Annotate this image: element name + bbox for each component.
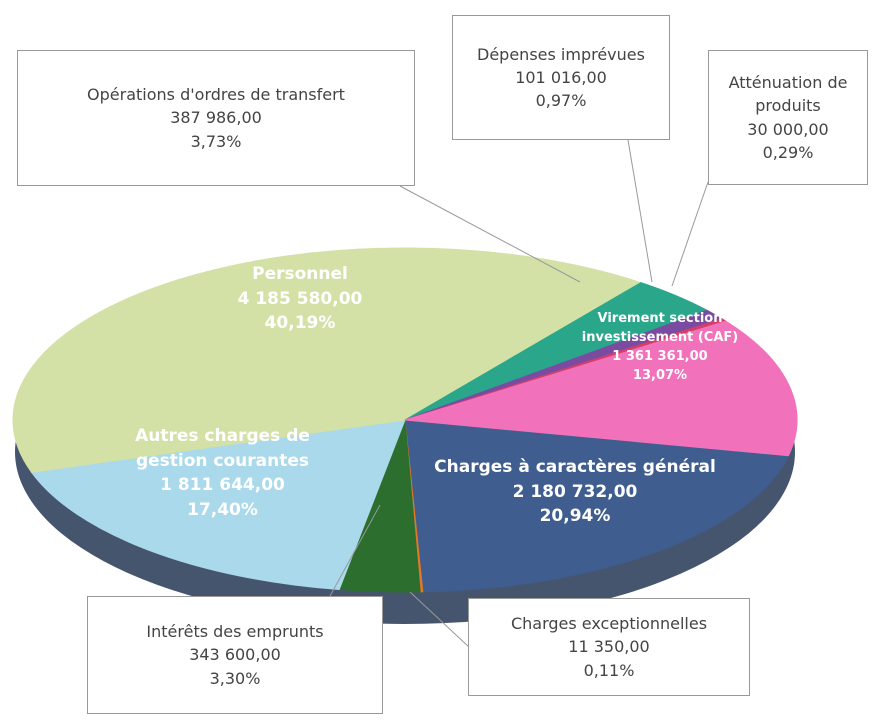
- slice-label: Charges à caractères général 2 180 732,00…: [430, 455, 720, 529]
- percent-label: 17,40%: [187, 499, 258, 520]
- slice-label: Personnel 4 185 580,00 40,19%: [175, 262, 425, 336]
- leader-line: [329, 504, 381, 597]
- value-label: 11 350,00: [568, 637, 650, 657]
- leader-line: [409, 591, 471, 649]
- category: Atténuation de produits: [728, 73, 848, 116]
- category: Opérations d'ordres de transfert: [87, 85, 345, 105]
- percent-label: 20,94%: [539, 506, 611, 527]
- value-label: 4 185 580,00: [237, 288, 363, 309]
- category: Dépenses imprévues: [477, 44, 645, 64]
- value-label: 1 361 361,00: [612, 348, 708, 364]
- percent-label: 0,97%: [535, 91, 587, 111]
- slice-label: Opérations d'ordres de transfert 387 986,…: [17, 50, 415, 186]
- percent-label: 3,73%: [190, 131, 242, 151]
- value-label: 30 000,00: [747, 119, 829, 139]
- percent-label: 3,30%: [209, 668, 261, 688]
- value-label: 387 986,00: [170, 108, 262, 128]
- percent-label: 13,07%: [632, 367, 688, 383]
- slice-label: Intérêts des emprunts 343 600,00 3,30%: [87, 596, 383, 714]
- category: Virement section investissement (CAF): [581, 311, 739, 345]
- slice-label: Dépenses imprévues 101 016,00 0,97%: [452, 15, 670, 140]
- leader-line: [399, 185, 581, 283]
- leader-line: [627, 139, 653, 283]
- percent-label: 0,11%: [583, 660, 635, 680]
- category: Charges exceptionnelles: [510, 614, 708, 634]
- value-label: 343 600,00: [189, 645, 281, 665]
- slice-label: Atténuation de produits 30 000,00 0,29%: [708, 50, 868, 185]
- value-label: 2 180 732,00: [512, 481, 638, 502]
- value-label: 101 016,00: [515, 67, 607, 87]
- leader-line: [671, 181, 709, 287]
- percent-label: 0,29%: [762, 142, 814, 162]
- pie-slice: [404, 419, 790, 593]
- pie-slice: [30, 419, 406, 591]
- category: Charges à caractères général: [434, 457, 716, 477]
- pie-slice: [12, 247, 643, 473]
- slice-label: Virement section investissement (CAF) 1 3…: [565, 310, 755, 385]
- category: Intérêts des emprunts: [146, 622, 324, 642]
- percent-label: 40,19%: [264, 313, 336, 334]
- category: Personnel: [252, 264, 348, 284]
- slice-label: Charges exceptionnelles 11 350,00 0,11%: [468, 598, 750, 696]
- slice-label: Autres charges de gestion courantes 1 811…: [100, 424, 345, 523]
- pie-slice: [404, 320, 798, 457]
- category: Autres charges de gestion courantes: [135, 426, 310, 471]
- value-label: 1 811 644,00: [160, 475, 285, 496]
